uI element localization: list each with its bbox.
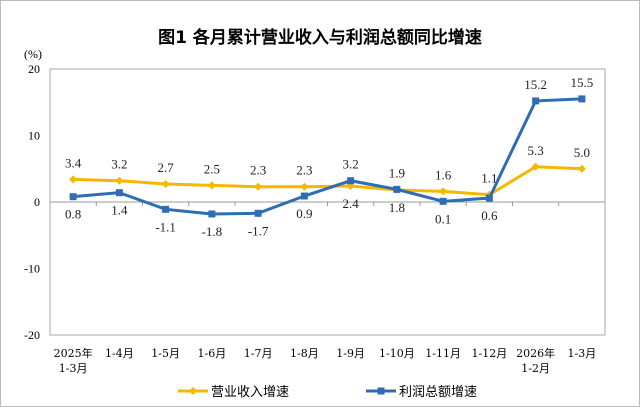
y-tick-label: 20 <box>28 62 40 76</box>
data-point <box>577 164 586 173</box>
data-label: 15.5 <box>571 75 594 90</box>
data-label: 5.3 <box>528 143 544 158</box>
legend-item: 营业收入增速 <box>178 385 289 400</box>
series-line <box>73 165 582 197</box>
x-tick-label: 1-2月 <box>521 362 550 375</box>
data-label: 1.4 <box>111 203 128 218</box>
legend-marker <box>189 387 197 395</box>
data-point <box>207 181 216 190</box>
data-label: 2.3 <box>250 163 266 178</box>
y-tick-label: -10 <box>24 262 40 276</box>
data-label: 0.8 <box>65 207 81 222</box>
data-label: -1.7 <box>248 223 269 238</box>
x-tick-label: 1-12月 <box>472 347 508 360</box>
x-tick-label: 2025年 <box>54 346 93 360</box>
legend: 营业收入增速 利润总额增速 <box>178 385 477 400</box>
data-label: 15.2 <box>524 77 547 92</box>
data-point <box>254 209 262 217</box>
data-point <box>162 205 170 213</box>
data-point <box>393 185 401 193</box>
data-label: 2.7 <box>158 160 175 175</box>
data-point <box>439 187 448 196</box>
x-tick-label: 1-10月 <box>379 347 415 360</box>
legend-label: 利润总额增速 <box>399 385 477 400</box>
x-tick-label: 1-4月 <box>105 347 134 360</box>
data-point <box>300 192 308 200</box>
legend-item: 利润总额增速 <box>366 385 477 400</box>
legend-marker <box>377 387 385 395</box>
data-label: 1.6 <box>435 167 452 182</box>
series-profit: 0.8 1.4 -1.1 -1.8 -1.7 0.9 3.2 1.9 0.1 0.6 15.2 15.… <box>65 75 593 239</box>
data-point <box>300 182 309 191</box>
x-tick-label: 1-3月 <box>59 362 88 375</box>
data-point <box>161 180 170 189</box>
data-label: 1.1 <box>481 171 497 186</box>
data-label: 0.1 <box>435 211 451 226</box>
data-point <box>439 197 447 205</box>
data-label: 2.4 <box>343 196 360 211</box>
x-tick-label: 1-5月 <box>151 347 180 360</box>
x-tick-label: 1-9月 <box>336 347 365 360</box>
data-label: 0.6 <box>481 208 498 223</box>
series-revenue: 3.4 3.2 2.7 2.5 2.3 2.3 2.4 1.8 1.6 1.1 5.3 5.0 <box>65 143 590 215</box>
data-point <box>347 177 355 185</box>
data-label: 3.2 <box>343 157 359 172</box>
data-label: -1.8 <box>202 224 223 239</box>
y-axis-unit: (%) <box>24 47 42 61</box>
x-tick-label: 1-7月 <box>244 347 273 360</box>
data-label: 2.3 <box>296 163 312 178</box>
chart-title: 图1 各月累计营业收入与利润总额同比增速 <box>158 27 482 48</box>
data-point <box>485 194 493 202</box>
x-tick-label: 1-11月 <box>425 347 461 360</box>
data-label: 0.9 <box>296 206 312 221</box>
data-point <box>532 97 540 105</box>
data-label: 1.8 <box>389 200 405 215</box>
y-tick-label: -20 <box>24 328 40 342</box>
data-label: -1.1 <box>155 219 176 234</box>
data-point <box>115 176 124 185</box>
data-point <box>69 193 77 201</box>
series-line <box>72 97 582 216</box>
x-tick-label: 1-3月 <box>568 347 597 360</box>
y-tick-label: 10 <box>28 129 40 143</box>
data-label: 5.0 <box>574 145 590 160</box>
data-point <box>208 210 216 218</box>
x-tick-label: 1-6月 <box>198 347 227 360</box>
data-point <box>69 175 78 184</box>
data-label: 2.5 <box>204 161 220 176</box>
data-label: 3.4 <box>65 155 82 170</box>
data-point <box>531 162 540 171</box>
x-tick-label: 1-8月 <box>290 347 319 360</box>
x-tick-label: 2026年 <box>516 346 555 360</box>
data-point <box>115 189 123 197</box>
data-label: 1.9 <box>389 165 405 180</box>
data-point <box>578 95 586 103</box>
data-point <box>254 182 263 191</box>
y-tick-label: 0 <box>34 195 40 209</box>
legend-label: 营业收入增速 <box>211 385 289 400</box>
data-label: 3.2 <box>111 157 127 172</box>
